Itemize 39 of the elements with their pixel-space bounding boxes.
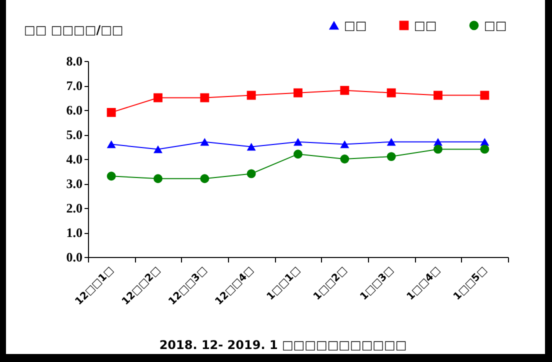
legend-label: □□ (344, 18, 367, 32)
point (480, 90, 490, 100)
point (480, 144, 490, 154)
point (246, 142, 256, 151)
point (200, 93, 210, 102)
y-tick-label: 4.0 (66, 152, 82, 166)
point (434, 90, 442, 100)
point (106, 172, 116, 181)
y-tick-label: 1.0 (66, 225, 82, 240)
legend-label: □□ (414, 18, 437, 32)
point (154, 145, 162, 154)
point (386, 88, 396, 98)
y-tick-label: 0.0 (66, 250, 82, 264)
point (246, 90, 256, 100)
point (340, 140, 350, 148)
point (200, 174, 210, 184)
point (294, 88, 302, 98)
point (246, 169, 256, 178)
point (340, 86, 350, 95)
legend-label: □□ (484, 18, 507, 32)
point (294, 138, 302, 146)
point (294, 150, 302, 159)
y-tick-label: 8.0 (66, 54, 82, 68)
text: 2018. 12- 2019. 1 □□□□□□□□□□□ (159, 338, 407, 352)
y-tick-label: 3.0 (66, 176, 82, 191)
point (386, 138, 396, 146)
point (434, 144, 442, 154)
point (200, 138, 210, 146)
point (154, 93, 162, 102)
chart-title: □□ □□□□/□□ (24, 23, 124, 37)
y-tick-label: 7.0 (66, 78, 82, 93)
point (154, 174, 162, 184)
point (106, 108, 116, 117)
point (106, 140, 116, 148)
point (386, 152, 396, 162)
y-tick-label: 5.0 (66, 127, 82, 142)
y-tick-label: 2.0 (66, 200, 82, 216)
point (340, 154, 350, 164)
y-tick-label: 6.0 (66, 102, 82, 118)
